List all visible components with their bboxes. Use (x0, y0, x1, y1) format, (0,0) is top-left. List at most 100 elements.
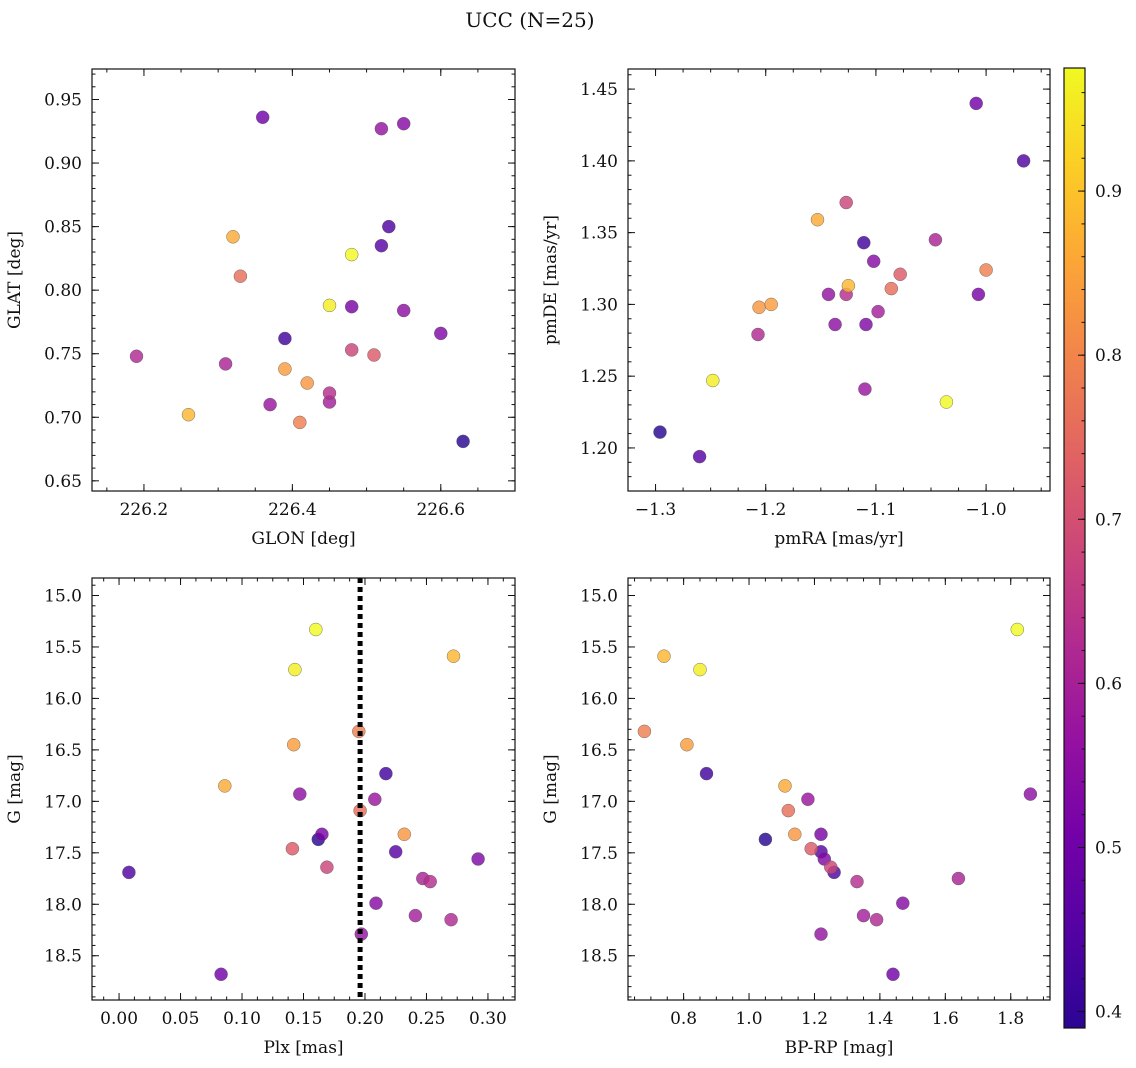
figure-title: UCC (N=25) (465, 8, 594, 32)
scatter-point (751, 327, 765, 342)
scatter-point (896, 896, 910, 910)
y-tick-label: 0.65 (44, 472, 82, 492)
y-tick-label: 1.35 (580, 224, 618, 244)
scatter-point (871, 304, 885, 319)
scatter-point (856, 908, 871, 923)
scatter-points (129, 110, 470, 449)
scatter-point (226, 230, 240, 244)
axis-ticks (92, 69, 516, 491)
scatter-point (801, 792, 815, 806)
x-tick-label: 0.15 (285, 1009, 323, 1029)
scatter-point (397, 827, 411, 841)
scatter-point (788, 827, 802, 841)
scatter-point (657, 649, 671, 663)
panel-glon-vs-glat: 226.2 226.4 226.6 0.65 0.70 0.75 0.80 0.85 0.90 0… (5, 68, 516, 549)
scatter-point (893, 267, 907, 281)
scatter-point (951, 871, 966, 886)
y-axis-label: pmDE [mas/yr] (541, 215, 561, 345)
scatter-point (368, 792, 382, 806)
scatter-point (653, 425, 667, 439)
scatter-point (810, 212, 825, 227)
scatter-point (397, 303, 411, 318)
scatter-point (692, 449, 707, 464)
scatter-point (706, 373, 720, 388)
scatter-point (814, 927, 828, 941)
x-tick-label: 0.8 (670, 1009, 697, 1029)
x-axis-label: Plx [mas] (263, 1038, 343, 1058)
scatter-point (181, 408, 196, 422)
scatter-point (293, 415, 307, 430)
scatter-point (397, 116, 411, 131)
y-tick-label: 16.5 (44, 741, 82, 761)
scatter-point (288, 662, 302, 677)
scatter-point (680, 738, 694, 752)
x-tick-label: 0.00 (100, 1009, 138, 1029)
scatter-points (122, 622, 485, 981)
y-tick-label: 0.70 (44, 408, 82, 428)
scatter-point (857, 235, 871, 250)
y-tick-label: 18.0 (44, 895, 82, 915)
scatter-point (841, 279, 856, 293)
scatter-point (263, 397, 277, 412)
x-tick-label: −1.3 (635, 500, 676, 520)
x-tick-label: 226.2 (120, 500, 169, 520)
scatter-panels: 226.2 226.4 226.6 0.65 0.70 0.75 0.80 0.85 0.90 0… (5, 68, 1051, 1058)
panel-plx-vs-g: 0.00 0.05 0.10 0.15 0.20 0.25 0.30 15.0 15.5 16.0… (5, 577, 516, 1058)
y-axis-label: G [mag] (541, 754, 561, 823)
scatter-point (369, 896, 383, 910)
y-axis-label: GLAT [deg] (5, 231, 25, 329)
scatter-point (122, 865, 136, 880)
axes-frame (91, 68, 516, 492)
x-tick-label: 0.20 (346, 1009, 384, 1029)
panel-bprp-vs-g: 0.8 1.0 1.2 1.4 1.6 1.8 15.0 15.5 16.0 16.5 17.0 17… (541, 577, 1051, 1058)
scatter-point (969, 96, 983, 111)
scatter-point (804, 842, 818, 856)
scatter-point (446, 649, 461, 663)
scatter-point (367, 348, 381, 362)
x-axis-label: BP-RP [mag] (785, 1038, 894, 1058)
x-tick-label: 1.8 (997, 1009, 1024, 1029)
axis-ticks (628, 578, 1050, 1000)
colorbar-tick-label: 0.4 (1095, 1003, 1122, 1023)
axis-ticks (628, 69, 1050, 492)
scatter-point (278, 331, 292, 346)
scatter-point (345, 343, 359, 357)
scatter-point (322, 386, 337, 400)
x-tick-label: 1.4 (866, 1009, 893, 1029)
x-axis-label: pmRA [mas/yr] (774, 529, 903, 549)
y-tick-label: 0.95 (44, 91, 82, 111)
colorbar-tick-label: 0.6 (1095, 674, 1122, 694)
x-axis-label: GLON [deg] (251, 529, 355, 549)
y-tick-label: 1.45 (580, 80, 618, 100)
y-tick-label: 15.0 (580, 587, 618, 607)
colorbar-tick-label: 0.7 (1095, 510, 1122, 530)
y-tick-label: 1.30 (580, 295, 618, 315)
scatter-point (309, 622, 323, 637)
y-tick-label: 1.40 (580, 152, 618, 172)
scatter-point (218, 779, 232, 793)
scatter-points (637, 622, 1038, 981)
scatter-point (379, 766, 393, 781)
scatter-point (287, 738, 301, 752)
scatter-point (814, 827, 828, 841)
scatter-point (858, 382, 872, 396)
panel-pmra-vs-pmde: −1.3 −1.2 −1.1 −1.0 1.20 1.25 1.30 1.35 1.40 1.45… (541, 68, 1051, 549)
scatter-point (320, 860, 334, 874)
y-tick-label: 16.5 (580, 741, 618, 761)
y-tick-label: 0.80 (44, 281, 82, 301)
scatter-point (859, 317, 873, 332)
y-tick-label: 15.0 (44, 587, 82, 607)
y-axis-label: G [mag] (5, 754, 25, 823)
scatter-point (389, 845, 403, 859)
scatter-point (300, 376, 314, 390)
scatter-point (374, 238, 389, 253)
scatter-point (322, 298, 337, 313)
scatter-point (1023, 787, 1038, 801)
y-tick-label: 1.25 (580, 367, 618, 387)
scatter-point (345, 247, 359, 262)
x-tick-label: 226.6 (416, 500, 465, 520)
x-tick-label: −1.2 (745, 500, 786, 520)
scatter-point (456, 434, 470, 449)
scatter-point (278, 362, 292, 376)
